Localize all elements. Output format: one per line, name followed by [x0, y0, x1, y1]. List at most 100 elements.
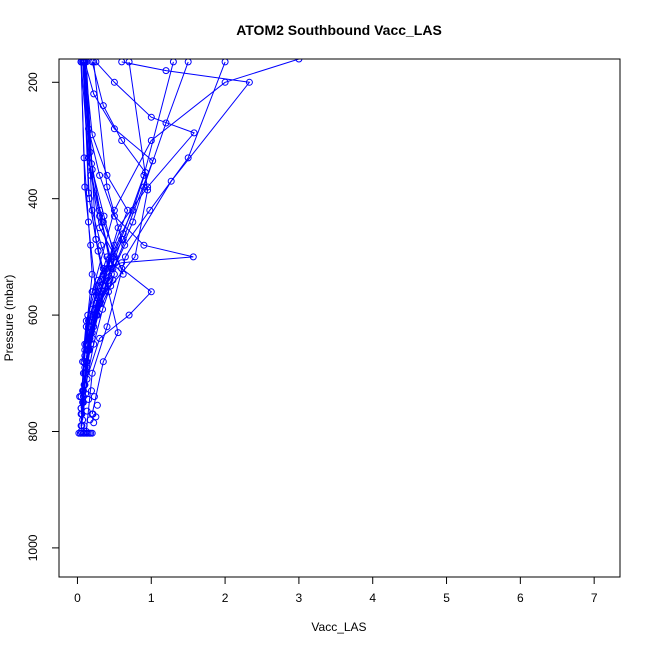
data-point — [85, 218, 92, 226]
y-tick-label: 200 — [26, 72, 40, 92]
data-point — [110, 125, 118, 133]
data-point — [90, 59, 98, 66]
data-point — [80, 422, 88, 430]
data-point — [125, 59, 133, 66]
data-point — [118, 235, 126, 243]
x-tick-label: 7 — [591, 591, 598, 605]
data-point — [88, 429, 96, 437]
data-point — [184, 154, 192, 162]
series-line-3 — [85, 61, 251, 432]
data-point — [190, 129, 198, 137]
y-tick-label: 600 — [26, 305, 40, 325]
x-tick-label: 3 — [296, 591, 303, 605]
data-point — [144, 186, 152, 194]
data-point — [103, 171, 111, 179]
x-axis-label: Vacc_LAS — [311, 620, 366, 634]
data-point — [89, 410, 97, 418]
data-point — [84, 311, 92, 319]
data-point — [82, 390, 90, 398]
data-point — [110, 78, 118, 86]
data-point — [114, 329, 122, 337]
data-point — [125, 311, 133, 319]
data-point — [85, 396, 92, 403]
data-point — [118, 59, 126, 66]
data-point — [147, 137, 155, 144]
data-point — [97, 241, 105, 249]
data-point — [140, 241, 148, 249]
data-point — [96, 294, 104, 302]
data-point — [90, 393, 98, 401]
data-point — [93, 401, 101, 409]
data-point — [295, 59, 303, 63]
data-point — [86, 148, 94, 156]
data-point — [221, 59, 229, 66]
series-line-16 — [81, 61, 174, 415]
y-tick-label: 800 — [26, 421, 40, 441]
data-point — [77, 422, 85, 430]
y-tick-label: 400 — [26, 188, 40, 208]
data-point — [92, 59, 100, 66]
data-point — [105, 276, 112, 284]
data-point — [167, 177, 175, 185]
x-tick-label: 2 — [222, 591, 229, 605]
data-point — [103, 323, 111, 331]
x-tick-label: 4 — [369, 591, 376, 605]
data-point — [86, 416, 94, 424]
data-point — [189, 253, 197, 261]
data-point — [85, 189, 92, 197]
data-point — [162, 119, 170, 127]
data-point — [169, 59, 177, 66]
y-tick-label: 1000 — [26, 534, 40, 561]
data-point — [100, 212, 108, 220]
series-line-11 — [85, 61, 119, 415]
y-axis-label: Pressure (mbar) — [2, 275, 16, 362]
series-line-23 — [84, 61, 115, 362]
data-point — [80, 154, 88, 162]
data-point — [147, 288, 155, 296]
series-line-4 — [80, 59, 300, 409]
x-tick-label: 5 — [443, 591, 450, 605]
data-point — [131, 253, 139, 261]
data-point — [121, 241, 129, 249]
data-layer — [75, 59, 303, 437]
data-point — [83, 358, 91, 366]
data-point — [99, 358, 107, 366]
data-point — [162, 67, 170, 75]
data-point — [76, 393, 84, 401]
data-point — [88, 166, 96, 174]
data-point — [92, 235, 100, 243]
data-point — [121, 253, 129, 261]
data-point — [124, 206, 132, 214]
data-point — [184, 59, 192, 66]
series-line-20 — [80, 61, 93, 426]
series-line-17 — [82, 61, 105, 385]
x-tick-label: 0 — [74, 591, 81, 605]
data-point — [96, 171, 104, 179]
chart-title: ATOM2 Southbound Vacc_LAS — [236, 22, 442, 38]
data-point — [88, 387, 95, 395]
data-point — [96, 334, 104, 342]
data-point — [129, 218, 137, 226]
data-point — [88, 369, 96, 377]
data-point — [99, 288, 107, 296]
data-point — [90, 323, 98, 331]
data-point — [79, 398, 87, 406]
data-point — [110, 253, 118, 261]
plot-frame — [58, 58, 621, 578]
data-point — [107, 282, 115, 290]
data-point — [88, 270, 96, 278]
x-tick-label: 1 — [148, 591, 155, 605]
data-point — [221, 78, 229, 86]
x-tick-label: 6 — [517, 591, 524, 605]
data-point — [146, 206, 154, 214]
data-point — [147, 113, 155, 121]
data-point — [118, 137, 126, 144]
data-point — [140, 171, 148, 179]
data-point — [245, 78, 253, 86]
data-point — [149, 157, 157, 165]
data-point — [83, 407, 91, 415]
data-point — [81, 59, 89, 66]
data-point — [92, 288, 100, 296]
